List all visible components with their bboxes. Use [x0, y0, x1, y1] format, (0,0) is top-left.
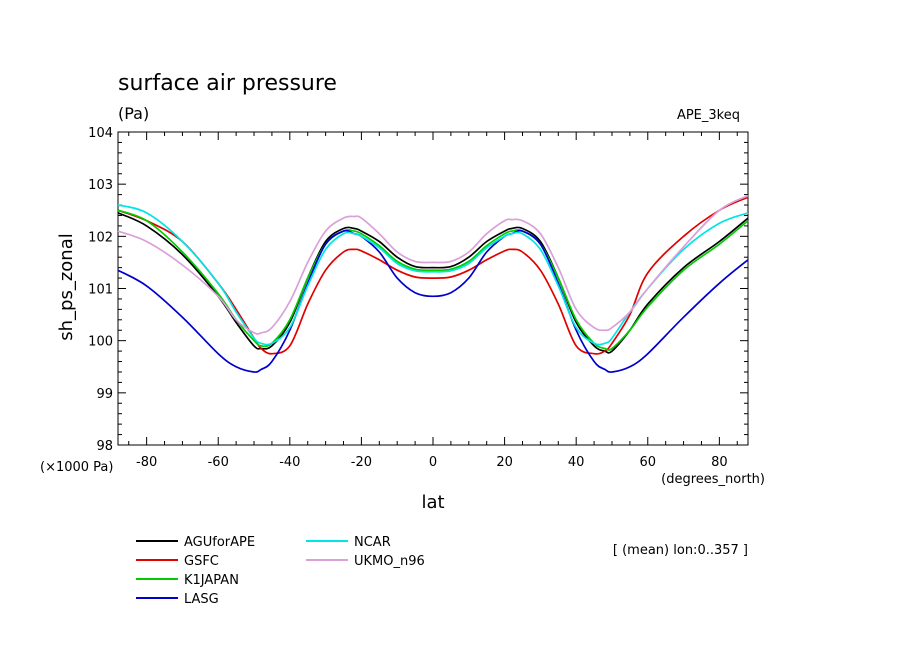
legend-label: UKMO_n96: [354, 554, 425, 569]
legend: AGUforAPE GSFC K1JAPAN LASG NCAR UKMO_n96: [136, 535, 425, 607]
x-unit-note: (degrees_north): [661, 472, 765, 487]
x-tick-label: 80: [711, 455, 728, 470]
series-line-k1japan: [117, 209, 749, 351]
legend-label: AGUforAPE: [184, 535, 255, 550]
y-tick-label: 100: [88, 335, 113, 350]
x-tick-label: 0: [429, 455, 437, 470]
legend-label: GSFC: [184, 554, 219, 569]
legend-label: LASG: [184, 592, 219, 607]
legend-label: K1JAPAN: [184, 573, 239, 588]
chart-units: (Pa): [118, 104, 149, 123]
x-tick-label: -60: [208, 455, 229, 470]
x-tick-label: -80: [136, 455, 157, 470]
chart-title: surface air pressure: [118, 71, 337, 96]
series-line-aguforape: [117, 212, 749, 354]
plot-area: -80 -60 -40 -20 0 20 40 60 80 98 99 100 101 102 103 104: [88, 126, 749, 470]
series-line-lasg: [117, 229, 749, 373]
y-tick-label: 98: [96, 439, 113, 454]
y-tick-label: 102: [88, 230, 113, 245]
y-tick-label: 101: [88, 283, 113, 298]
x-tick-label: -40: [279, 455, 300, 470]
y-tick-label: 99: [96, 387, 113, 402]
x-axis-title: lat: [421, 492, 444, 513]
y-axis-title: sh_ps_zonal: [56, 233, 77, 341]
averaging-note: [ (mean) lon:0..357 ]: [613, 543, 748, 558]
experiment-label: APE_3keq: [677, 108, 740, 123]
x-tick-label: 40: [568, 455, 585, 470]
y-tick-label: 103: [88, 178, 113, 193]
x-tick-label: 20: [496, 455, 513, 470]
legend-label: NCAR: [354, 535, 391, 550]
series-line-ncar: [117, 204, 749, 346]
x-tick-label: -20: [351, 455, 372, 470]
series-line-ukmo-n96: [117, 194, 749, 335]
y-tick-label: 104: [88, 126, 113, 141]
x-tick-label: 60: [639, 455, 656, 470]
y-scale-note: (×1000 Pa): [40, 460, 113, 475]
